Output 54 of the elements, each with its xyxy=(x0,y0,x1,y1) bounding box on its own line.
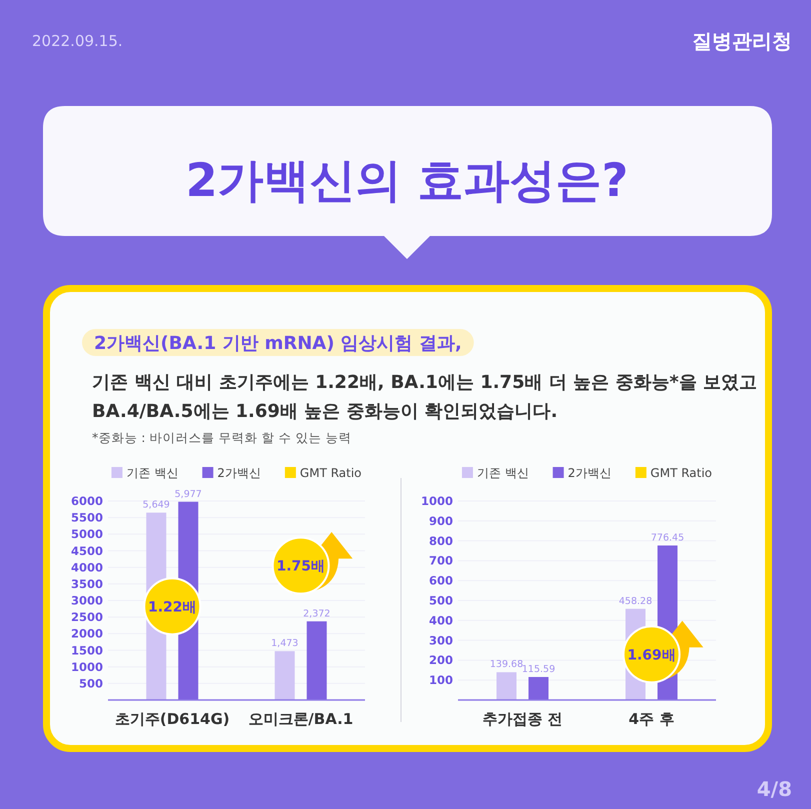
data-label: 5,649 xyxy=(142,500,170,511)
annotation: 1.69배 xyxy=(627,647,676,664)
x-tick-label: 4주 후 xyxy=(628,710,674,728)
y-tick-label: 3000 xyxy=(70,594,103,608)
legend-label: 기존 백신 xyxy=(476,466,529,480)
y-tick-label: 2500 xyxy=(70,610,103,624)
y-tick-label: 900 xyxy=(428,514,453,528)
legend-label: 기존 백신 xyxy=(126,466,178,480)
annotation: 1.22배 xyxy=(148,599,197,616)
y-tick-label: 500 xyxy=(78,676,103,690)
legend-label: 2가백신 xyxy=(568,466,612,480)
y-tick-label: 3500 xyxy=(70,576,103,591)
y-tick-label: 6000 xyxy=(70,494,103,508)
y-tick-label: 5000 xyxy=(70,527,103,542)
x-tick-label: 초기주(D614G) xyxy=(114,710,230,728)
data-label: 2,372 xyxy=(303,608,330,620)
y-tick-label: 4000 xyxy=(70,560,103,574)
y-tick-label: 1000 xyxy=(70,660,103,674)
legend-label: GMT Ratio xyxy=(650,466,712,480)
text: 4/8 xyxy=(756,777,792,801)
y-tick-label: 200 xyxy=(428,653,453,668)
y-tick-label: 5500 xyxy=(70,510,103,525)
data-label: 5,977 xyxy=(174,488,202,500)
chart-title: 2가백신의 효과성은? xyxy=(186,153,628,207)
y-tick-label: 500 xyxy=(428,594,453,608)
y-tick-label: 600 xyxy=(428,574,453,588)
y-tick-label: 1500 xyxy=(70,643,103,658)
x-tick-label: 오미크론/BA.1 xyxy=(248,710,354,728)
annotation: 1.75배 xyxy=(276,558,326,575)
y-tick-label: 800 xyxy=(428,534,453,548)
data-label: 115.59 xyxy=(522,664,556,675)
text: *중화능 : 바이러스를 무력화 할 수 있는 능력 xyxy=(92,430,352,445)
chart-subtitle: 2가백신(BA.1 기반 mRNA) 임상시험 결과, xyxy=(94,333,462,354)
legend-label: GMT Ratio xyxy=(300,466,362,480)
data-label: 139.68 xyxy=(490,659,524,670)
y-tick-label: 400 xyxy=(428,613,453,628)
y-tick-label: 300 xyxy=(428,633,453,648)
bar xyxy=(528,677,548,700)
y-tick-label: 700 xyxy=(428,554,453,568)
y-tick-label: 1000 xyxy=(420,494,453,508)
legend-label: 2가백신 xyxy=(217,466,261,480)
bar xyxy=(274,651,295,700)
data-label: 776.45 xyxy=(650,532,684,544)
bar xyxy=(306,621,327,700)
x-tick-label: 추가접종 전 xyxy=(482,710,563,728)
text: 기존 백신 대비 초기주에는 1.22배, BA.1에는 1.75배 더 높은 중화능*을 보였고 BA.4/BA.5에는 1.69배 높은 중화능이 확인되었습니다. xyxy=(92,372,758,422)
text: 2022.09.15. xyxy=(32,32,123,50)
bar xyxy=(496,672,516,700)
data-label: 458.28 xyxy=(618,596,652,607)
data-label: 1,473 xyxy=(271,638,298,650)
text: 질병관리청 xyxy=(692,29,792,53)
y-tick-label: 4500 xyxy=(70,544,103,558)
y-tick-label: 2000 xyxy=(70,626,103,641)
y-tick-label: 100 xyxy=(428,673,453,688)
